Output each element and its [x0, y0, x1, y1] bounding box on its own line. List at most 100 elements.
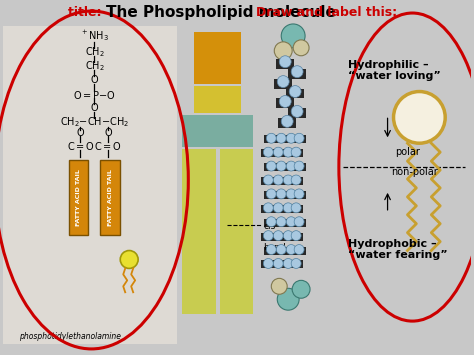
Circle shape [293, 40, 309, 56]
Bar [271, 177, 285, 185]
Bar [264, 219, 278, 227]
Bar [281, 233, 295, 241]
Bar [264, 163, 278, 171]
Circle shape [291, 175, 301, 185]
Bar [292, 163, 306, 171]
Text: polar: polar [395, 147, 420, 157]
Text: Draw and label this:: Draw and label this: [256, 6, 398, 18]
Circle shape [264, 258, 273, 268]
Bar [284, 247, 298, 255]
Circle shape [264, 147, 273, 157]
Circle shape [264, 175, 273, 185]
Text: CH$_2$: CH$_2$ [84, 59, 104, 73]
Circle shape [289, 86, 301, 98]
Circle shape [266, 133, 276, 143]
Circle shape [281, 115, 293, 127]
Text: FATTY ACID TAIL: FATTY ACID TAIL [108, 169, 113, 226]
Circle shape [286, 189, 296, 199]
Circle shape [266, 161, 276, 171]
Bar [261, 205, 275, 213]
Text: title:: title: [68, 6, 105, 18]
Bar [274, 135, 288, 143]
Bar [278, 118, 296, 128]
Bar [276, 98, 294, 108]
Bar [194, 32, 241, 83]
Circle shape [283, 175, 293, 185]
Circle shape [276, 217, 286, 227]
Circle shape [292, 280, 310, 298]
Circle shape [294, 217, 304, 227]
Circle shape [273, 258, 283, 268]
Bar [288, 108, 306, 118]
Text: $^+$NH$_3$: $^+$NH$_3$ [80, 28, 109, 43]
Circle shape [294, 245, 304, 255]
Circle shape [273, 147, 283, 157]
Bar [261, 233, 275, 241]
Circle shape [279, 56, 291, 68]
Circle shape [291, 66, 303, 78]
Bar [271, 261, 285, 268]
Circle shape [291, 203, 301, 213]
Bar [261, 261, 275, 268]
Text: Hydrophilic –
“water loving”: Hydrophilic – “water loving” [348, 60, 440, 81]
Circle shape [276, 245, 286, 255]
Circle shape [286, 245, 296, 255]
Text: phosphotidylethanolamine: phosphotidylethanolamine [18, 332, 120, 340]
Text: FATTY ACID TAIL: FATTY ACID TAIL [76, 169, 81, 226]
Bar [264, 135, 278, 143]
Bar [289, 149, 303, 157]
Circle shape [273, 231, 283, 241]
Bar [264, 247, 278, 255]
Circle shape [276, 161, 286, 171]
Text: CH$_2$$-$CH$-$CH$_2$: CH$_2$$-$CH$-$CH$_2$ [60, 115, 129, 129]
Text: CH$_2$: CH$_2$ [84, 45, 104, 59]
Circle shape [266, 189, 276, 199]
Text: cis
double
bond: cis double bond [264, 222, 294, 252]
Text: non-polar: non-polar [392, 167, 438, 177]
Text: Hydrophobic –
“water fearing”: Hydrophobic – “water fearing” [348, 239, 447, 260]
Circle shape [286, 133, 296, 143]
Circle shape [294, 133, 304, 143]
Bar [288, 69, 306, 78]
Circle shape [266, 245, 276, 255]
Circle shape [291, 105, 303, 118]
Bar [276, 59, 294, 69]
Bar [261, 177, 275, 185]
Text: O$=$P$-$O: O$=$P$-$O [73, 88, 116, 100]
Bar [274, 163, 288, 171]
Text: O: O [91, 103, 98, 114]
Circle shape [274, 42, 292, 60]
Bar [271, 205, 285, 213]
Circle shape [283, 231, 293, 241]
Circle shape [291, 258, 301, 268]
Text: The Phospholipid molecule: The Phospholipid molecule [106, 5, 336, 20]
Circle shape [271, 278, 287, 294]
Circle shape [393, 92, 445, 143]
Bar [271, 149, 285, 157]
Bar [286, 88, 304, 98]
Bar [284, 135, 298, 143]
Circle shape [291, 147, 301, 157]
Bar [284, 219, 298, 227]
Bar [281, 205, 295, 213]
Bar [281, 261, 295, 268]
Circle shape [273, 175, 283, 185]
Circle shape [264, 203, 273, 213]
Circle shape [264, 231, 273, 241]
Text: O: O [104, 128, 112, 138]
Bar [274, 191, 288, 199]
Circle shape [266, 217, 276, 227]
Bar [292, 247, 306, 255]
Text: O: O [91, 75, 98, 84]
Circle shape [294, 189, 304, 199]
Bar [274, 78, 292, 88]
Circle shape [277, 76, 289, 88]
Bar [289, 177, 303, 185]
Circle shape [277, 288, 299, 310]
Circle shape [283, 258, 293, 268]
Text: C$=$O: C$=$O [94, 140, 122, 152]
Bar [281, 177, 295, 185]
Circle shape [291, 231, 301, 241]
Bar [69, 160, 89, 235]
Bar [100, 160, 120, 235]
